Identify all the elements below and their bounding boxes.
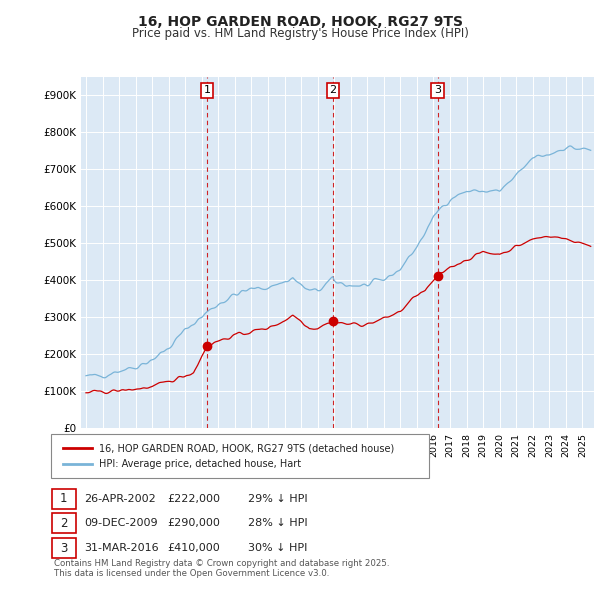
Text: 26-APR-2002: 26-APR-2002 bbox=[85, 494, 157, 503]
Text: 3: 3 bbox=[434, 86, 441, 96]
Text: HPI: Average price, detached house, Hart: HPI: Average price, detached house, Hart bbox=[99, 459, 301, 469]
Text: Contains HM Land Registry data © Crown copyright and database right 2025.
This d: Contains HM Land Registry data © Crown c… bbox=[54, 559, 389, 578]
Text: 2: 2 bbox=[329, 86, 337, 96]
Text: 1: 1 bbox=[203, 86, 211, 96]
Text: 28% ↓ HPI: 28% ↓ HPI bbox=[248, 519, 307, 528]
Text: £222,000: £222,000 bbox=[167, 494, 220, 503]
Text: 29% ↓ HPI: 29% ↓ HPI bbox=[248, 494, 307, 503]
Text: £290,000: £290,000 bbox=[167, 519, 220, 528]
Text: 09-DEC-2009: 09-DEC-2009 bbox=[85, 519, 158, 528]
Text: 16, HOP GARDEN ROAD, HOOK, RG27 9TS (detached house): 16, HOP GARDEN ROAD, HOOK, RG27 9TS (det… bbox=[99, 443, 394, 453]
Text: 3: 3 bbox=[60, 542, 68, 555]
Text: 2: 2 bbox=[60, 517, 68, 530]
Text: 16, HOP GARDEN ROAD, HOOK, RG27 9TS: 16, HOP GARDEN ROAD, HOOK, RG27 9TS bbox=[137, 15, 463, 29]
Text: 30% ↓ HPI: 30% ↓ HPI bbox=[248, 543, 307, 553]
Text: £410,000: £410,000 bbox=[167, 543, 220, 553]
Text: 31-MAR-2016: 31-MAR-2016 bbox=[85, 543, 159, 553]
Text: 1: 1 bbox=[60, 492, 68, 505]
Text: Price paid vs. HM Land Registry's House Price Index (HPI): Price paid vs. HM Land Registry's House … bbox=[131, 27, 469, 40]
